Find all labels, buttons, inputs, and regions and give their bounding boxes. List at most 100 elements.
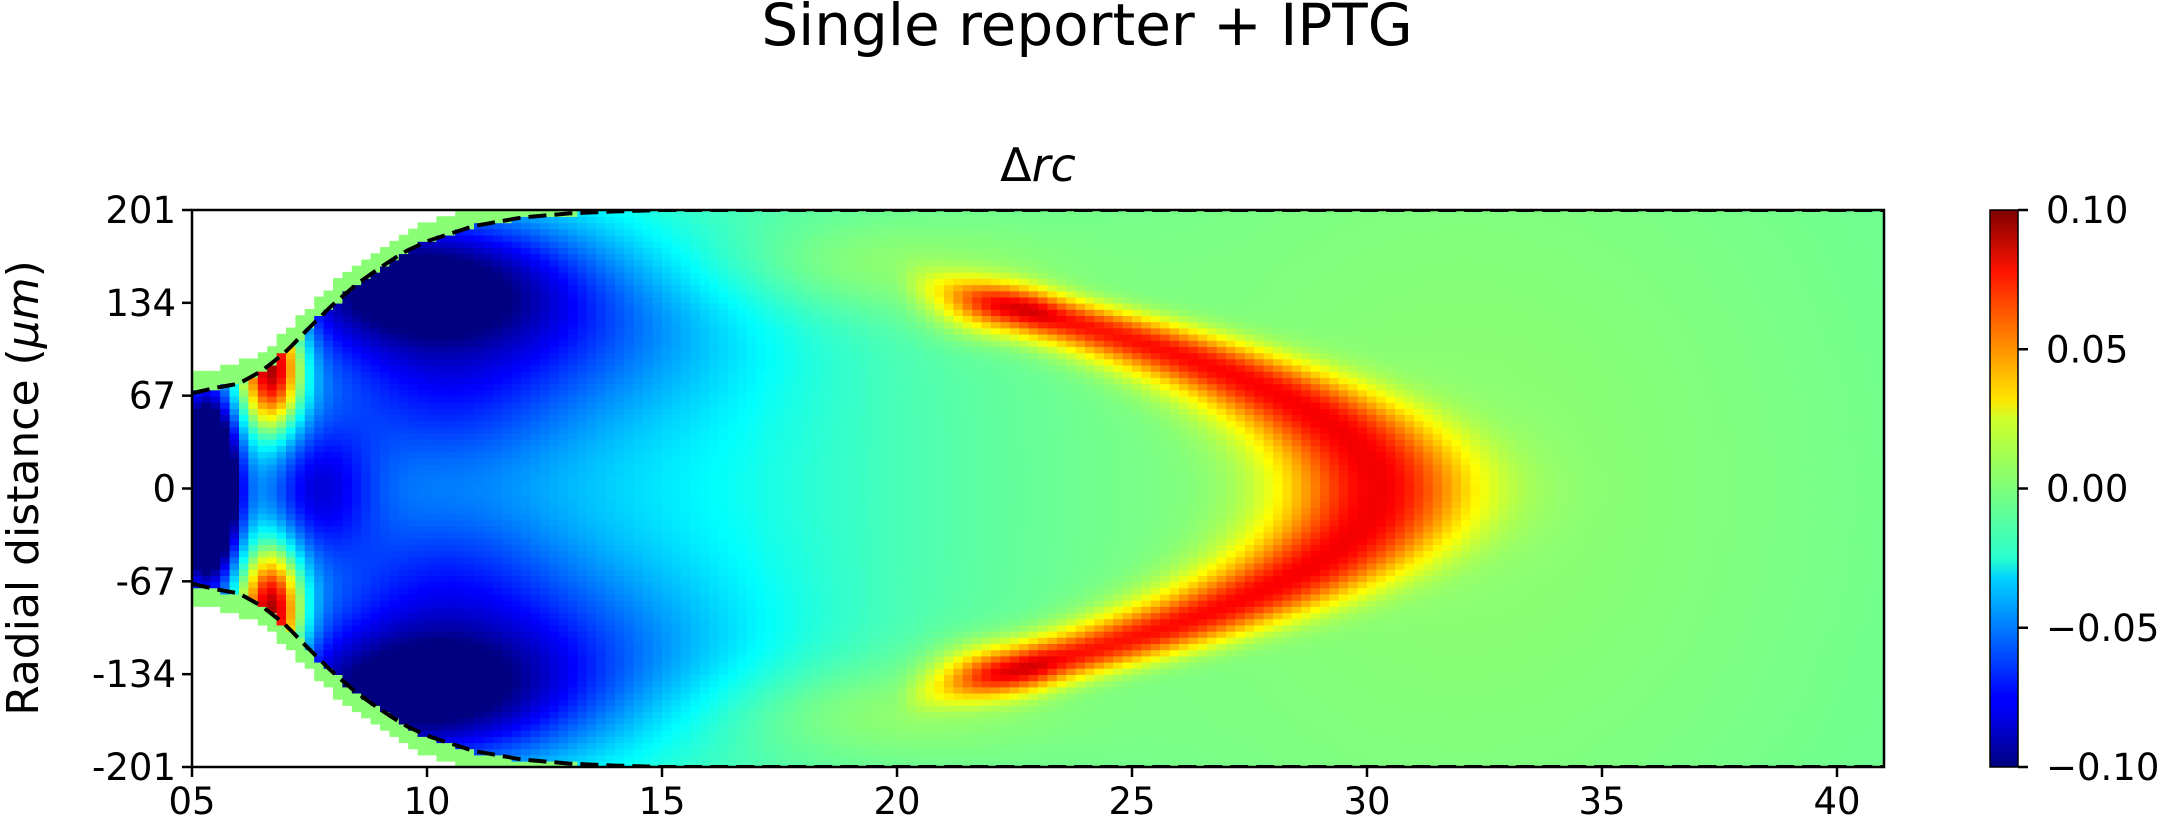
heatmap-cell: [727, 612, 738, 620]
heatmap-cell: [455, 624, 466, 632]
heatmap-cell: [643, 754, 654, 762]
heatmap-cell: [248, 500, 259, 508]
heatmap-cell: [286, 618, 297, 626]
heatmap-cell: [652, 234, 663, 242]
heatmap-cell: [662, 599, 673, 607]
heatmap-cell: [577, 525, 588, 533]
heatmap-cell: [718, 550, 729, 558]
heatmap-cell: [605, 569, 616, 576]
heatmap-cell: [474, 296, 485, 304]
heatmap-cell: [774, 643, 785, 651]
heatmap-cell: [586, 606, 597, 614]
heatmap-cell: [643, 395, 654, 403]
heatmap-cell: [304, 469, 315, 477]
heatmap-cell: [474, 451, 485, 459]
heatmap-cell: [389, 637, 400, 644]
heatmap-cell: [483, 729, 494, 737]
heatmap-cell: [652, 370, 663, 378]
heatmap-cell: [558, 321, 569, 329]
heatmap-cell: [709, 482, 720, 490]
heatmap-cell: [267, 370, 278, 378]
heatmap-cell: [417, 742, 428, 750]
heatmap-cell: [276, 370, 287, 378]
heatmap-cell: [643, 494, 654, 502]
heatmap-cell: [633, 760, 644, 767]
heatmap-cell: [756, 513, 767, 521]
heatmap-cell: [549, 228, 560, 236]
heatmap-cell: [351, 575, 362, 583]
heatmap-cell: [690, 500, 701, 508]
heatmap-cell: [464, 550, 475, 558]
heatmap-cell: [605, 333, 616, 341]
heatmap-cell: [568, 346, 579, 354]
heatmap-cell: [633, 451, 644, 459]
heatmap-cell: [727, 643, 738, 651]
heatmap-cell: [521, 717, 532, 725]
heatmap-cell: [408, 247, 419, 255]
heatmap-cell: [652, 692, 663, 700]
heatmap-cell: [615, 469, 626, 477]
heatmap-cell: [680, 278, 691, 286]
heatmap-cell: [596, 451, 607, 459]
heatmap-cell: [671, 476, 682, 484]
heatmap-cell: [239, 575, 250, 583]
heatmap-cell: [530, 253, 541, 261]
heatmap-cell: [690, 711, 701, 719]
heatmap-cell: [718, 686, 729, 694]
heatmap-cell: [784, 284, 795, 292]
heatmap-cell: [690, 569, 701, 576]
heatmap-cell: [549, 463, 560, 471]
heatmap-cell: [445, 717, 456, 725]
heatmap-cell: [210, 519, 221, 527]
heatmap-cell: [389, 377, 400, 385]
heatmap-cell: [774, 420, 785, 428]
heatmap-cell: [784, 686, 795, 694]
heatmap-cell: [718, 593, 729, 601]
heatmap-cell: [737, 370, 748, 378]
heatmap-cell: [323, 358, 334, 366]
heatmap-cell: [445, 674, 456, 682]
heatmap-cell: [445, 265, 456, 273]
heatmap-cell: [643, 711, 654, 719]
heatmap-cell: [295, 618, 306, 626]
heatmap-cell: [530, 240, 541, 248]
heatmap-cell: [615, 383, 626, 391]
heatmap-cell: [351, 408, 362, 415]
heatmap-cell: [624, 643, 635, 651]
heatmap-cell: [671, 352, 682, 360]
heatmap-cell: [436, 395, 447, 403]
heatmap-cell: [765, 692, 776, 700]
heatmap-cell: [492, 439, 503, 446]
heatmap-cell: [718, 463, 729, 471]
heatmap-cell: [521, 247, 532, 255]
heatmap-cell: [774, 457, 785, 465]
heatmap-cell: [615, 333, 626, 341]
heatmap-cell: [774, 377, 785, 385]
heatmap-cell: [398, 556, 409, 564]
heatmap-cell: [220, 463, 231, 471]
heatmap-cell: [295, 346, 306, 354]
heatmap-cell: [474, 247, 485, 255]
heatmap-cell: [389, 432, 400, 440]
heatmap-cell: [549, 593, 560, 601]
heatmap-cell: [455, 587, 466, 595]
heatmap-cell: [380, 253, 391, 261]
heatmap-cell: [314, 618, 325, 626]
heatmap-cell: [774, 240, 785, 248]
heatmap-cell: [286, 593, 297, 601]
heatmap-cell: [351, 668, 362, 675]
heatmap-cell: [558, 748, 569, 756]
heatmap-cell: [737, 729, 748, 737]
heatmap-cell: [436, 729, 447, 737]
heatmap-cell: [333, 618, 344, 626]
heatmap-cell: [737, 476, 748, 484]
heatmap-cell: [342, 494, 353, 502]
heatmap-cell: [652, 271, 663, 279]
heatmap-cell: [680, 711, 691, 719]
heatmap-cell: [671, 340, 682, 347]
heatmap-cell: [756, 686, 767, 694]
heatmap-cell: [323, 569, 334, 576]
heatmap-cell: [558, 296, 569, 304]
heatmap-cell: [417, 432, 428, 440]
heatmap-cell: [577, 500, 588, 508]
